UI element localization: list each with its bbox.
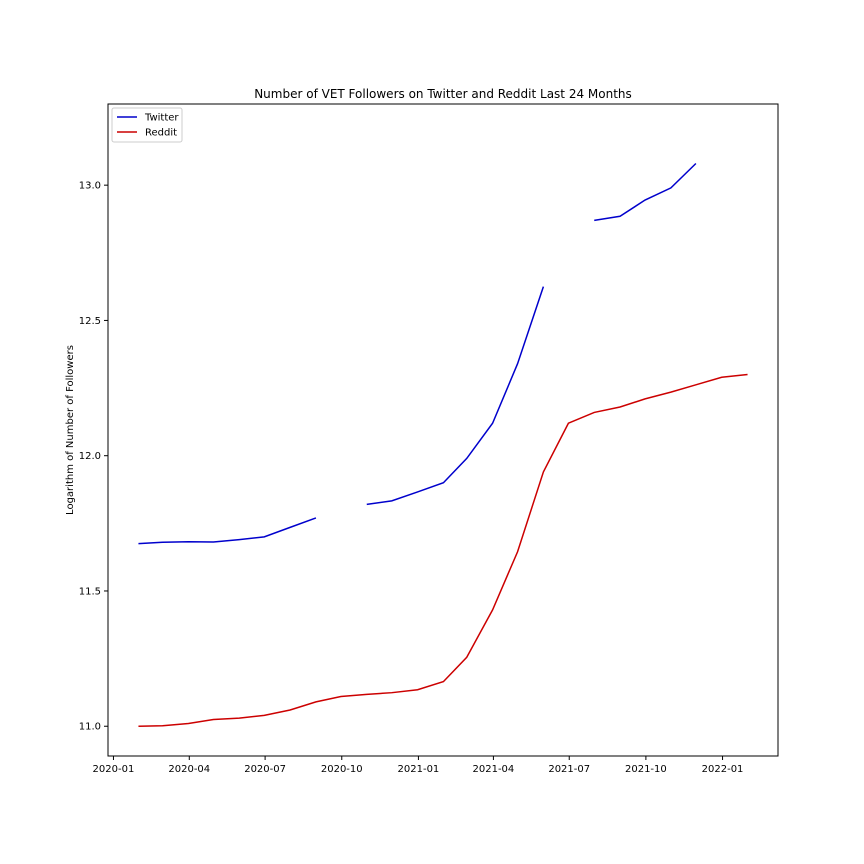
x-axis: 2020-01 2020-04 2020-07 2020-10 2021-01 2021-…: [93, 756, 744, 775]
chart-title: Number of VET Followers on Twitter and R…: [254, 87, 632, 101]
x-tick-label: 2021-01: [398, 764, 440, 775]
x-tick-label: 2020-04: [168, 764, 210, 775]
y-tick-label: 11.5: [79, 586, 101, 597]
x-tick-label: 2021-10: [625, 764, 667, 775]
y-axis: 11.0 11.5 12.0 12.5 13.0: [79, 181, 108, 733]
x-tick-label: 2020-07: [244, 764, 286, 775]
x-tick-label: 2020-01: [93, 764, 135, 775]
y-tick-label: 12.0: [79, 451, 101, 462]
y-axis-label: Logarithm of Number of Followers: [65, 345, 76, 515]
y-tick-label: 12.5: [79, 316, 101, 327]
x-tick-label: 2021-04: [473, 764, 515, 775]
twitter-line: [138, 162, 697, 545]
legend-label-twitter: Twitter: [144, 113, 179, 124]
x-tick-label: 2022-01: [702, 764, 744, 775]
x-tick-label: 2021-07: [548, 764, 590, 775]
y-tick-label: 13.0: [79, 181, 101, 192]
legend-label-reddit: Reddit: [145, 128, 177, 139]
y-tick-label: 11.0: [79, 722, 101, 733]
legend: Twitter Reddit: [111, 107, 183, 143]
x-tick-label: 2020-10: [321, 764, 363, 775]
plot-area: [107, 103, 779, 757]
reddit-line: [138, 373, 748, 727]
series-layer: [138, 162, 748, 727]
